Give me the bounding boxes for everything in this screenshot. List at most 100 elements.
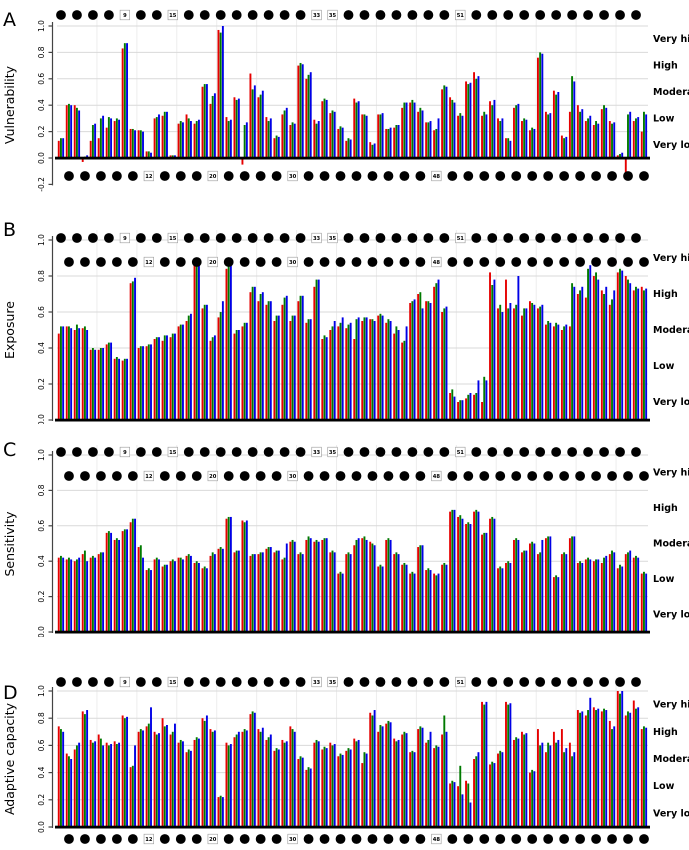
site-number-48: 48 [433, 474, 441, 480]
bar-blue-site-20 [213, 93, 216, 158]
bar-red-site-41 [377, 731, 380, 827]
site-marker-32 [303, 171, 314, 181]
site-number-29: 29 [281, 450, 289, 456]
site-marker-1 [56, 677, 66, 687]
bar-red-site-73 [632, 121, 635, 158]
bar-green-site-23 [235, 550, 238, 632]
bar-green-site-58 [515, 304, 518, 420]
site-marker-box-15 [167, 446, 178, 458]
bar-green-site-11 [139, 346, 142, 420]
bar-red-site-55 [489, 764, 491, 827]
bar-red-site-36 [337, 573, 340, 632]
site-marker-17 [183, 447, 194, 457]
bar-green-site-45 [411, 750, 414, 827]
bar-green-site-30 [291, 539, 294, 632]
site-marker-64 [559, 471, 570, 481]
bar-green-site-52 [467, 84, 470, 158]
bar-red-site-74 [640, 286, 643, 420]
bar-blue-site-1 [62, 557, 65, 632]
site-number-47: 47 [425, 450, 433, 456]
bar-green-site-6 [99, 738, 102, 827]
site-marker-37 [343, 447, 354, 457]
bar-red-site-62 [544, 324, 547, 420]
bar-red-site-38 [353, 738, 356, 827]
bar-blue-site-13 [158, 114, 160, 158]
site-number-25: 25 [249, 236, 257, 242]
site-number-64: 64 [561, 174, 569, 180]
bar-green-site-16 [179, 121, 182, 158]
bar-green-site-63 [555, 575, 558, 632]
bar-green-site-63 [555, 742, 558, 827]
site-number-68: 68 [592, 474, 600, 480]
y-axis: 0.00.20.40.60.81.0 [37, 449, 54, 637]
bar-red-site-11 [137, 348, 140, 420]
site-marker-65 [567, 10, 578, 20]
bar-green-site-19 [203, 566, 206, 632]
site-number-73: 73 [632, 236, 640, 242]
bar-blue-site-4 [86, 330, 89, 420]
bar-red-site-44 [401, 107, 404, 158]
bar-blue-site-53 [477, 752, 480, 827]
site-number-3: 3 [75, 450, 79, 456]
bar-green-site-42 [387, 538, 390, 632]
site-marker-24 [239, 834, 250, 844]
bar-red-site-43 [393, 127, 396, 158]
bar-red-site-61 [536, 729, 539, 827]
bar-green-site-21 [219, 32, 222, 158]
bar-green-site-71 [619, 154, 621, 158]
bar-red-site-19 [201, 86, 204, 158]
bar-red-site-59 [521, 731, 523, 827]
bar-red-site-32 [305, 539, 308, 632]
bar-green-site-31 [299, 295, 302, 420]
bar-green-site-74 [643, 290, 645, 420]
site-marker-16 [175, 257, 186, 267]
bar-red-site-72 [624, 715, 627, 827]
site-marker-box-12 [143, 833, 154, 845]
site-marker-21 [215, 233, 226, 243]
scale-label-high: High [653, 727, 678, 738]
bar-green-site-39 [363, 752, 366, 827]
bar-blue-site-47 [429, 121, 432, 158]
site-number-16: 16 [177, 260, 185, 266]
site-marker-49 [439, 233, 450, 243]
bar-blue-site-51 [461, 115, 464, 158]
y-axis: 0.00.20.40.60.81.0 [37, 234, 54, 424]
site-number-51: 51 [457, 450, 465, 456]
bar-blue-site-4 [86, 155, 89, 158]
site-marker-6 [96, 257, 106, 267]
bar-green-site-48 [435, 128, 438, 158]
site-number-57: 57 [505, 236, 513, 242]
y-tick-label: 1.0 [37, 234, 46, 246]
bar-blue-site-33 [317, 279, 320, 420]
site-marker-17 [183, 10, 194, 20]
zero-baseline [55, 156, 650, 160]
bar-green-site-25 [251, 554, 254, 632]
bar-red-site-17 [185, 555, 188, 632]
site-number-46: 46 [417, 837, 425, 843]
site-marker-61 [535, 677, 546, 687]
site-number-21: 21 [217, 680, 225, 686]
bar-red-site-56 [497, 753, 499, 827]
bar-green-site-54 [483, 532, 486, 632]
site-marker-56 [495, 171, 506, 181]
bar-green-site-66 [579, 561, 582, 632]
site-number-74: 74 [640, 474, 648, 480]
bar-red-site-59 [521, 121, 523, 158]
bar-blue-site-37 [349, 139, 352, 158]
site-marker-54 [479, 257, 490, 267]
bar-blue-site-27 [269, 734, 272, 827]
bar-red-site-27 [265, 739, 268, 827]
bar-red-site-51 [457, 115, 460, 158]
bar-red-site-7 [105, 742, 108, 827]
site-marker-25 [247, 447, 258, 457]
site-marker-28 [271, 257, 282, 267]
bar-green-site-34 [323, 335, 326, 420]
bar-green-site-37 [347, 748, 350, 827]
site-number-34: 34 [321, 260, 329, 266]
site-number-33: 33 [313, 680, 321, 686]
bar-red-site-10 [129, 128, 132, 158]
bar-blue-site-11 [142, 131, 144, 158]
bar-green-site-33 [315, 739, 318, 827]
site-number-66: 66 [576, 474, 584, 480]
bar-green-site-38 [355, 102, 358, 158]
